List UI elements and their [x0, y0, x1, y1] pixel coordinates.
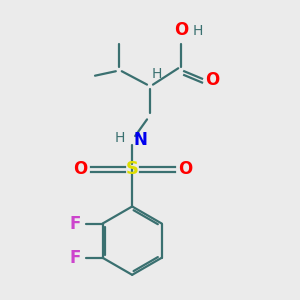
- Text: F: F: [70, 214, 81, 232]
- Text: S: S: [126, 160, 139, 178]
- Text: N: N: [134, 130, 148, 148]
- Text: F: F: [70, 249, 81, 267]
- Text: H: H: [193, 24, 203, 38]
- Text: O: O: [205, 71, 219, 89]
- Text: O: O: [174, 20, 188, 38]
- Text: H: H: [152, 67, 162, 81]
- Text: O: O: [73, 160, 88, 178]
- Text: H: H: [114, 131, 125, 145]
- Text: O: O: [178, 160, 193, 178]
